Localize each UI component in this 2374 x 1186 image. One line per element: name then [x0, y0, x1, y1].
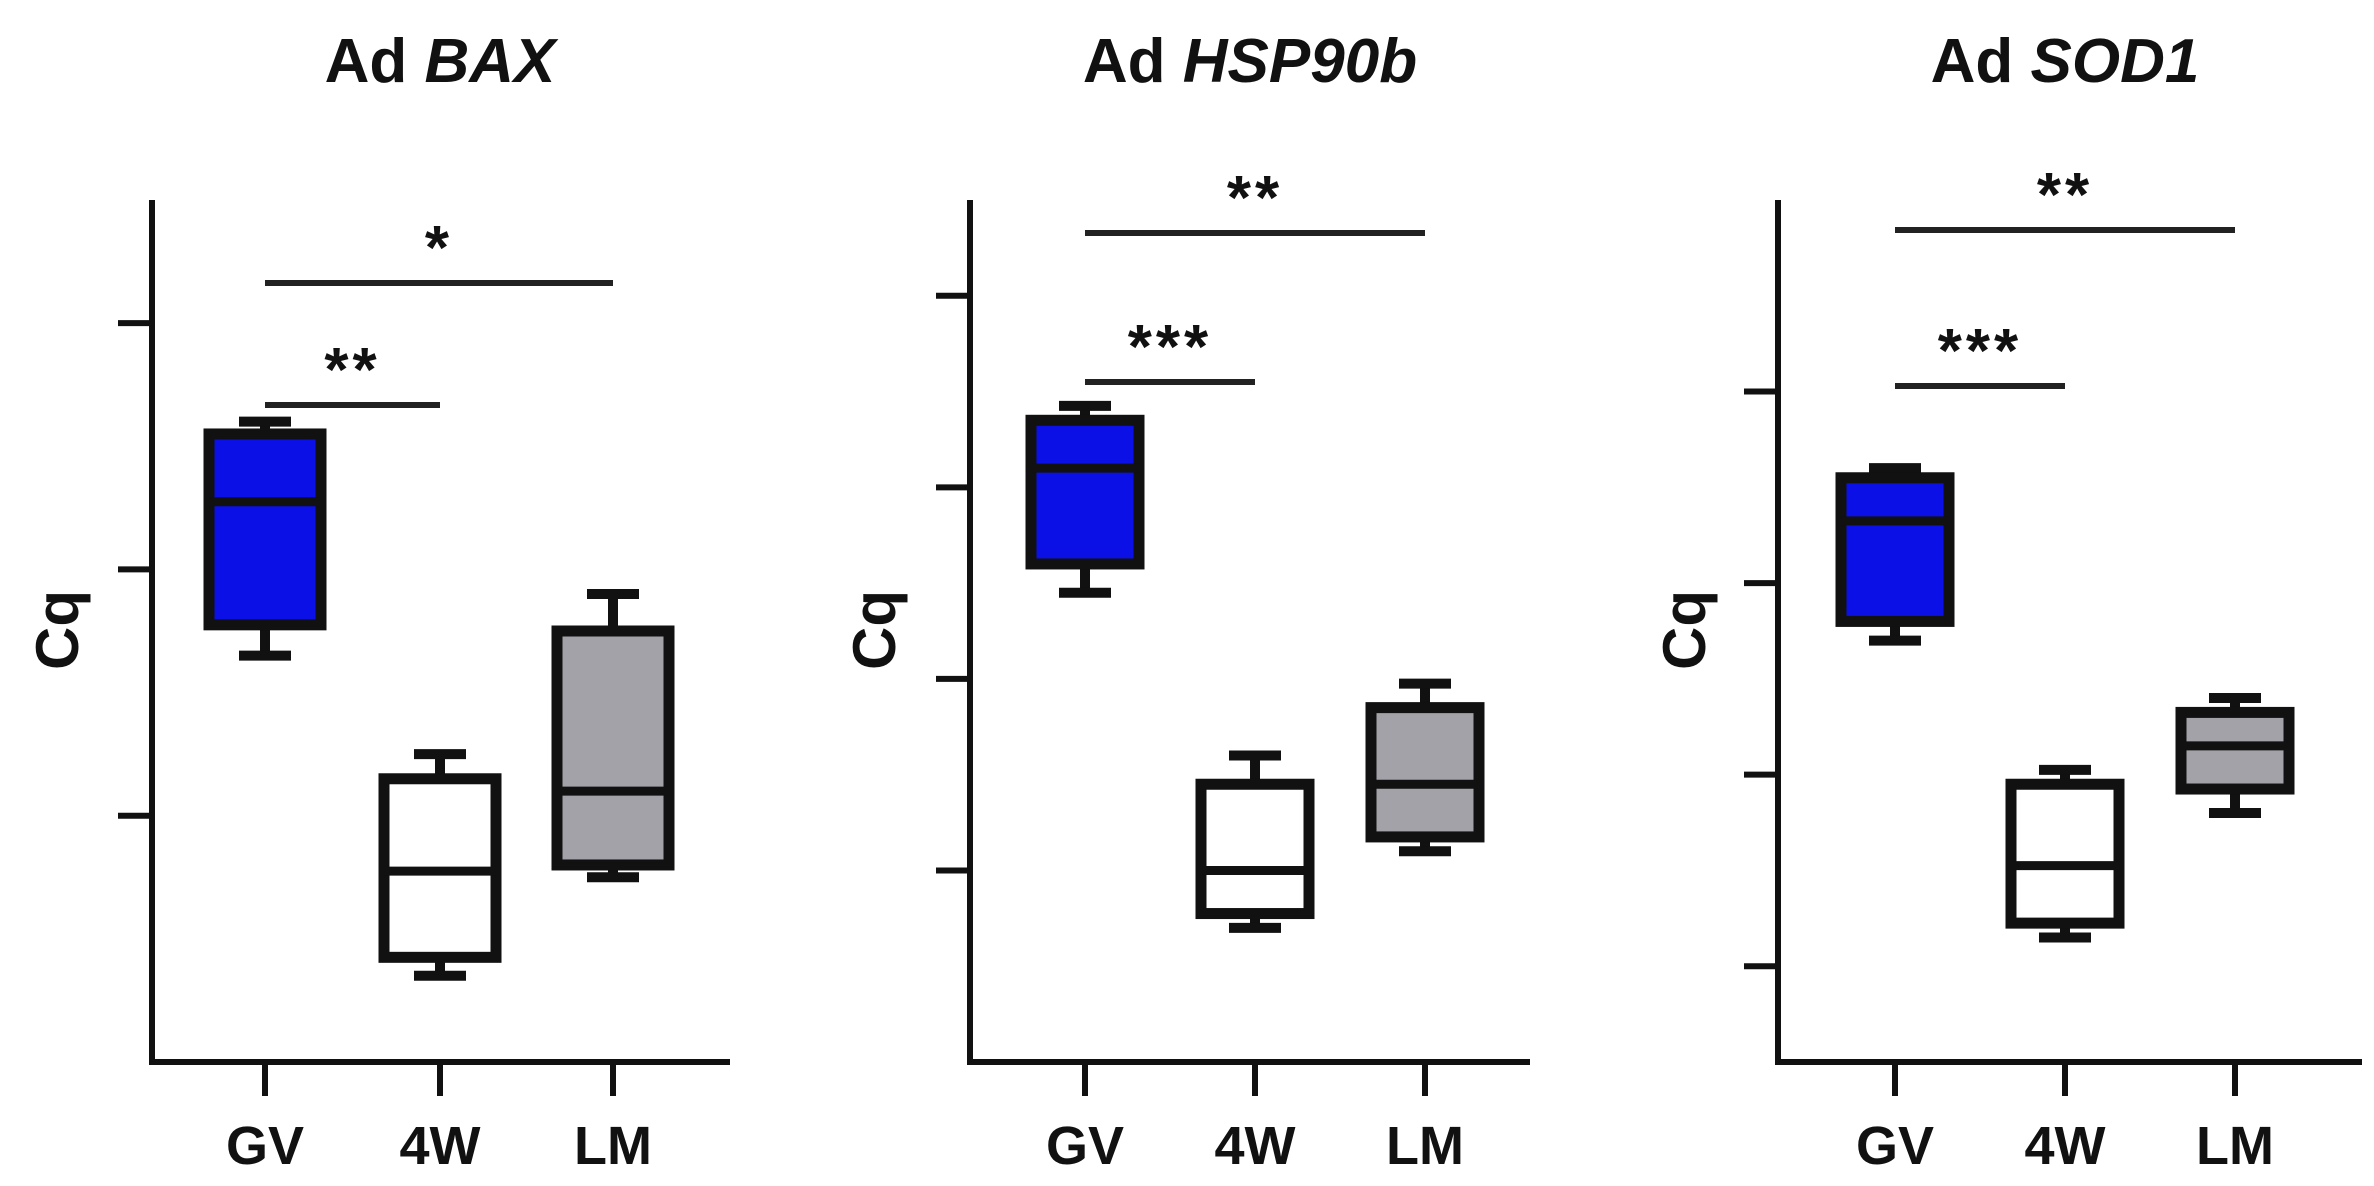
- box-body: [1025, 414, 1145, 570]
- panel-title: Ad HSP90b: [1083, 27, 1417, 96]
- box-lm: [1365, 678, 1485, 857]
- panel-title: Ad BAX: [325, 27, 559, 96]
- x-tick-label: LM: [1386, 1116, 1464, 1176]
- x-tick-label: GV: [1046, 1116, 1124, 1176]
- panel-title-gene: SOD1: [2031, 27, 2200, 96]
- significance-label: *: [425, 214, 453, 283]
- box-body: [1835, 472, 1955, 627]
- significance-label: **: [1227, 164, 1283, 233]
- panel-title: Ad SOD1: [1931, 27, 2200, 96]
- box-body: [2175, 706, 2295, 795]
- panel-title-prefix: Ad: [325, 27, 425, 96]
- box-4w: [1195, 750, 1315, 933]
- significance-label: **: [2037, 161, 2093, 230]
- box-4w: [378, 749, 502, 981]
- x-tick-label: LM: [2196, 1116, 2274, 1176]
- x-tick-label: 4W: [2025, 1116, 2106, 1176]
- y-axis-label: Cq: [841, 590, 908, 670]
- box-gv: [203, 416, 327, 661]
- x-tick-label: 4W: [400, 1116, 481, 1176]
- panel-title-prefix: Ad: [1931, 27, 2031, 96]
- x-tick-label: LM: [574, 1116, 652, 1176]
- y-axis-label: Cq: [1651, 590, 1718, 670]
- box-body: [1195, 778, 1315, 920]
- box-body: [1365, 702, 1485, 843]
- box-lm: [551, 589, 675, 883]
- box-gv: [1835, 463, 1955, 646]
- panel-title-gene: HSP90b: [1183, 27, 1417, 96]
- box-lm: [2175, 693, 2295, 818]
- box-4w: [2005, 764, 2125, 943]
- x-tick-label: 4W: [1215, 1116, 1296, 1176]
- panel-title-prefix: Ad: [1083, 27, 1183, 96]
- significance-label: ***: [1128, 313, 1212, 382]
- box-gv: [1025, 400, 1145, 598]
- box-body: [203, 428, 327, 631]
- y-axis-label: Cq: [24, 590, 91, 670]
- panel-title-gene: BAX: [424, 27, 559, 96]
- significance-label: ***: [1938, 317, 2022, 386]
- x-tick-label: GV: [1856, 1116, 1934, 1176]
- significance-label: **: [324, 336, 380, 405]
- box-body: [2005, 778, 2125, 929]
- box-body: [551, 625, 675, 871]
- x-tick-label: GV: [226, 1116, 304, 1176]
